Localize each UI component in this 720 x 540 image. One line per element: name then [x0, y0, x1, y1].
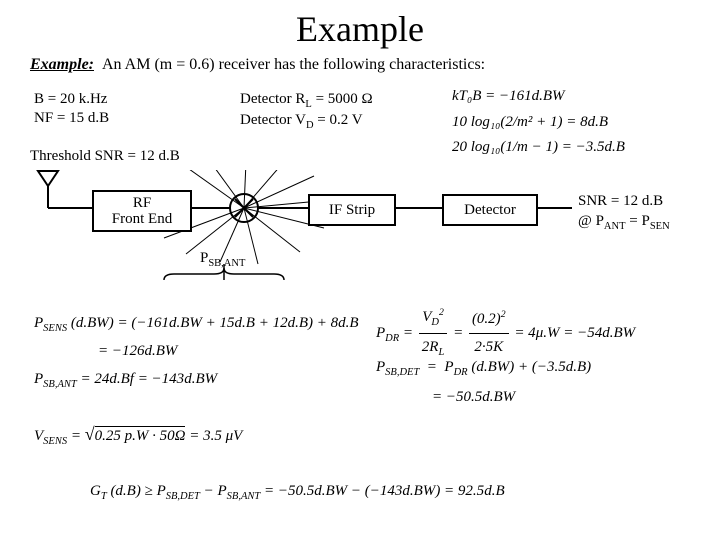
- snr-output: SNR = 12 d.B @ PANT = PSEN: [578, 192, 670, 233]
- threshold-snr: Threshold SNR = 12 d.B: [30, 148, 180, 165]
- eqs-right: kT₀B = −161d.BW 10 log₁₀(2/m² + 1) = 8d.…: [452, 84, 625, 161]
- specs-mid: Detector RL = 5000 Ω Detector VD = 0.2 V: [240, 90, 373, 132]
- page-title: Example: [0, 8, 720, 50]
- eq-psbdet-2: = −50.5d.BW: [432, 384, 515, 411]
- specs-left: B = 20 k.Hz NF = 15 d.B: [34, 90, 109, 128]
- example-prompt: Example: An AM (m = 0.6) receiver has th…: [30, 56, 485, 74]
- eq-20log: 20 log₁₀(1/m − 1) = −3.5d.B: [452, 135, 625, 161]
- psbant-label: PSB,ANT: [200, 250, 245, 269]
- eq-kt0b: kT₀B = −161d.BW: [452, 84, 625, 110]
- prompt-lead: Example:: [30, 56, 94, 73]
- block-if: IF Strip: [308, 194, 396, 226]
- block-rf: RF Front End: [92, 190, 192, 232]
- spec-B: B = 20 k.Hz: [34, 90, 109, 109]
- eq-10log: 10 log₁₀(2/m² + 1) = 8d.B: [452, 110, 625, 136]
- eq-gt: GT (d.B) ≥ PSB,DET − PSB,ANT = −50.5d.BW…: [90, 478, 505, 507]
- spec-NF: NF = 15 d.B: [34, 109, 109, 128]
- eq-vsens: VSENS = √0.25 p.W · 50Ω = 3.5 μV: [34, 418, 242, 452]
- eq-psens: PSENS (d.BW) = (−161d.BW + 15d.B + 12d.B…: [34, 310, 359, 339]
- block-diagram: RF Front End IF Strip Detector: [24, 170, 574, 280]
- spec-VD: Detector VD = 0.2 V: [240, 111, 373, 132]
- block-detector: Detector: [442, 194, 538, 226]
- eq-psbant: PSB,ANT = 24d.Bf = −143d.BW: [34, 366, 217, 395]
- eq-psbdet: PSB,DET = PDR (d.BW) + (−3.5d.B): [376, 354, 591, 383]
- eq-psens-2: = −126d.BW: [98, 338, 177, 365]
- snr-line1: SNR = 12 d.B: [578, 192, 670, 212]
- snr-line2: @ PANT = PSEN: [578, 212, 670, 234]
- prompt-body: An AM (m = 0.6) receiver has the followi…: [102, 56, 485, 73]
- spec-RL: Detector RL = 5000 Ω: [240, 90, 373, 111]
